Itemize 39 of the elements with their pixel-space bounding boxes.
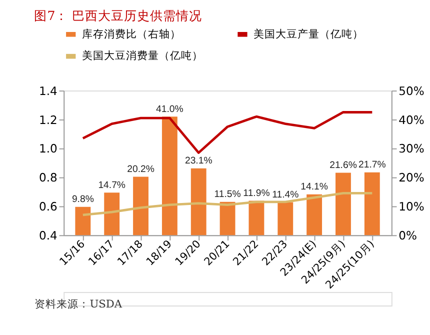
bar — [104, 192, 120, 236]
data-label: 11.4% — [272, 189, 300, 200]
data-label: 21.6% — [330, 160, 358, 171]
data-label: 14.1% — [300, 182, 328, 193]
data-label: 11.9% — [243, 188, 270, 199]
data-label: 20.2% — [127, 164, 155, 175]
y-tick-label: 1.0 — [38, 142, 58, 156]
legend-label: 美国大豆消费量（亿吨） — [82, 49, 203, 62]
y2-tick-label: 40% — [398, 112, 424, 127]
bar — [336, 172, 351, 236]
data-label: 9.8% — [72, 194, 94, 205]
y-tick-label: 1.2 — [38, 112, 58, 127]
bar — [190, 168, 206, 236]
bar — [133, 176, 148, 236]
bar — [278, 202, 294, 236]
y-tick-label: 1.4 — [38, 84, 58, 98]
y2-tick-label: 30% — [398, 142, 424, 156]
y2-tick-label: 20% — [398, 170, 424, 185]
data-label: 21.7% — [358, 160, 386, 171]
data-label: 23.1% — [184, 156, 213, 167]
line-series — [82, 111, 374, 154]
bar — [162, 116, 178, 236]
data-label: 41.0% — [156, 104, 184, 115]
data-label: 11.5% — [214, 189, 242, 200]
bar — [306, 194, 322, 236]
y-tick-label: 0.8 — [38, 170, 58, 185]
bar — [75, 206, 91, 236]
y2-tick-label: 50% — [398, 84, 424, 98]
text: 资料来源：USDA — [34, 297, 122, 310]
y2-tick-label: 0% — [398, 228, 418, 243]
y-tick-label: 0.4 — [38, 228, 58, 243]
data-label: 14.7% — [98, 180, 126, 191]
legend-label: 库存消费比（右轴） — [82, 27, 181, 40]
bar — [364, 172, 380, 236]
chart-title: 图7： 巴西大豆历史供需情况 — [34, 8, 202, 24]
y-tick-label: 0.6 — [38, 200, 58, 214]
legend-label: 美国大豆产量（亿吨） — [254, 27, 364, 40]
y2-tick-label: 10% — [398, 200, 424, 214]
bar — [248, 200, 264, 236]
